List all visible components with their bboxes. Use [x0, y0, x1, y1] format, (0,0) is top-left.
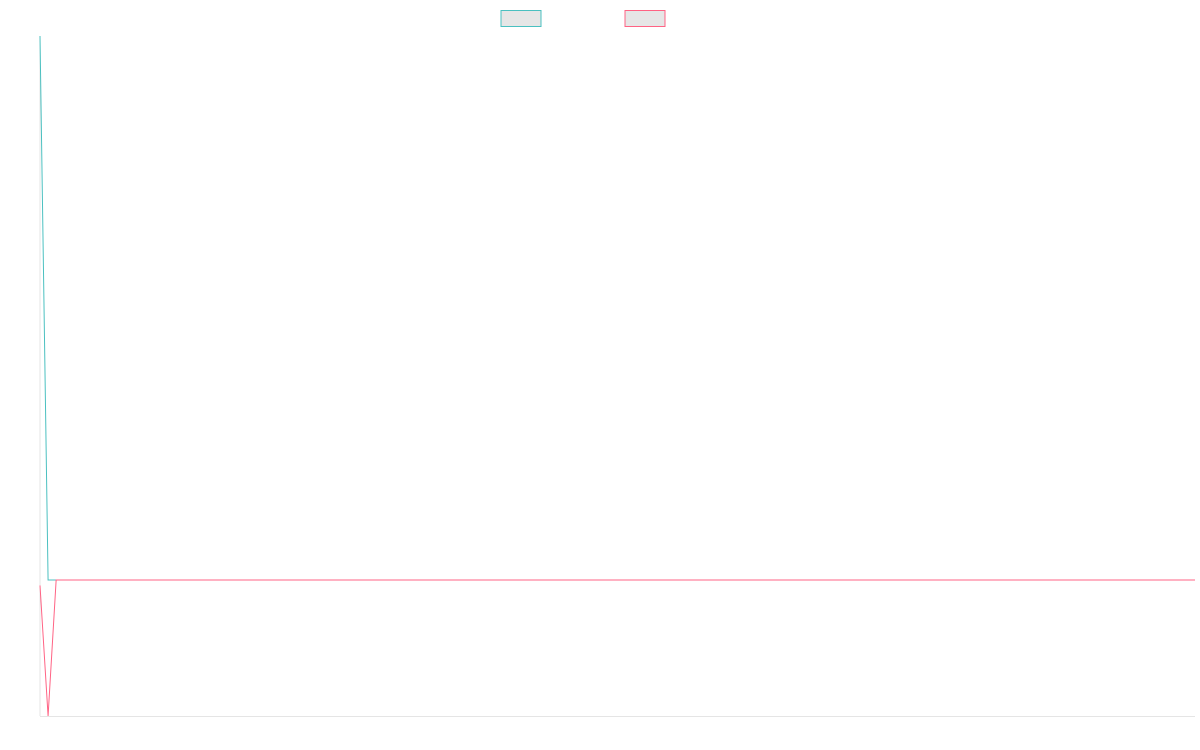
series-layer [39, 35, 1195, 717]
legend-item-2[interactable] [624, 10, 666, 27]
axes [39, 36, 1195, 717]
legend-item-1[interactable] [500, 10, 542, 27]
series-line-2[interactable] [39, 579, 1195, 717]
legend-swatch [624, 10, 666, 27]
legend[interactable] [500, 10, 666, 27]
series-line-1[interactable] [39, 35, 1195, 581]
legend-swatch [500, 10, 542, 27]
